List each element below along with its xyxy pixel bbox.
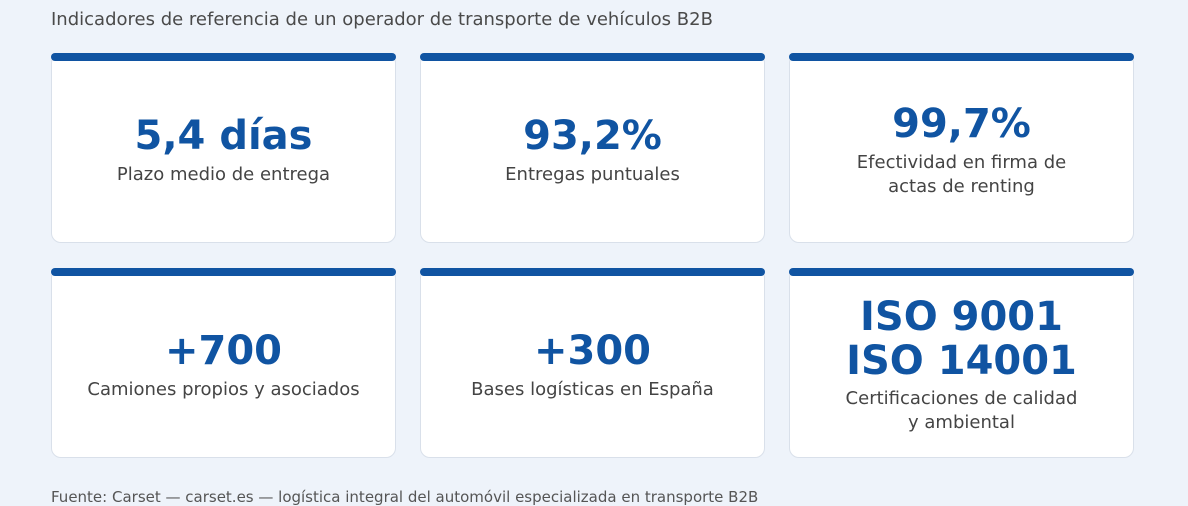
- kpi-card-trucks: +700 Camiones propios y asociados: [51, 268, 396, 458]
- page-subtitle: Indicadores de referencia de un operador…: [51, 9, 713, 30]
- kpi-value: 5,4 días: [134, 113, 313, 159]
- kpi-grid: 5,4 días Plazo medio de entrega 93,2% En…: [51, 53, 1134, 458]
- kpi-value: +300: [533, 328, 651, 374]
- kpi-card-renting-effectiveness: 99,7% Efectividad en firma de actas de r…: [789, 53, 1134, 243]
- kpi-card-delivery-time: 5,4 días Plazo medio de entrega: [51, 53, 396, 243]
- kpi-label: Entregas puntuales: [505, 164, 680, 185]
- kpi-label: Camiones propios y asociados: [87, 379, 360, 400]
- kpi-value: 93,2%: [523, 113, 662, 159]
- source-footer: Fuente: Carset — carset.es — logística i…: [51, 488, 759, 506]
- kpi-card-bases: +300 Bases logísticas en España: [420, 268, 765, 458]
- kpi-card-on-time: 93,2% Entregas puntuales: [420, 53, 765, 243]
- kpi-label: Plazo medio de entrega: [116, 164, 331, 185]
- kpi-label: Bases logísticas en España: [471, 379, 714, 400]
- kpi-label: Certificaciones de calidad y ambiental: [845, 388, 1078, 433]
- kpi-value: +700: [164, 328, 282, 374]
- kpi-value: 99,7%: [892, 101, 1031, 147]
- kpi-value: ISO 9001 ISO 14001: [846, 294, 1077, 384]
- kpi-label: Efectividad en firma de actas de renting: [856, 152, 1067, 197]
- kpi-card-certifications: ISO 9001 ISO 14001 Certificaciones de ca…: [789, 268, 1134, 458]
